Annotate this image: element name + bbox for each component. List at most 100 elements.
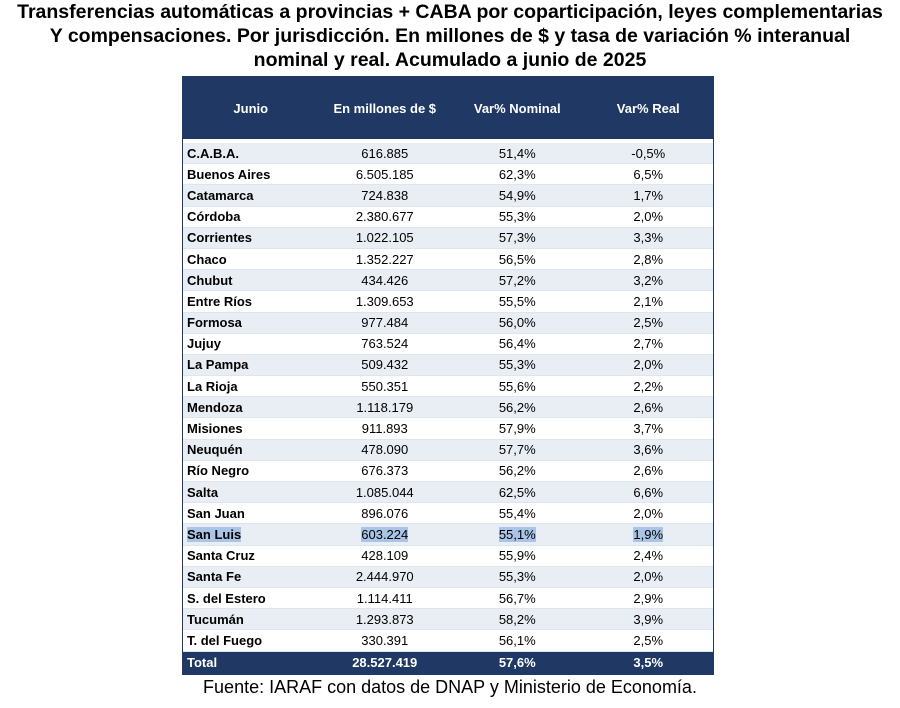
real-cell-text: 2,0% (633, 357, 664, 373)
table-row: Santa Fe 2.444.970 55,3% 2,0% (183, 566, 713, 588)
table-row: T. del Fuego 330.391 56,1% 2,5% (183, 630, 714, 652)
amount-cell-text: 509.432 (361, 357, 409, 373)
nominal-cell-text: 56,7% (498, 590, 536, 606)
real-cell: 6,5% (584, 167, 714, 182)
amount-cell: 2.444.970 (319, 569, 452, 584)
jurisdiction-cell: Misiones (183, 421, 319, 436)
nominal-cell-text: 58,2% (498, 611, 536, 627)
jurisdiction-cell-text: Catamarca (187, 187, 254, 203)
jurisdiction-cell: S. del Estero (183, 591, 319, 606)
jurisdiction-cell-text: San Juan (187, 505, 245, 521)
nominal-cell: 56,7% (451, 591, 584, 606)
real-cell-text: 2,0% (633, 569, 664, 585)
real-cell: -0,5% (584, 146, 714, 161)
amount-cell-text: 616.885 (361, 145, 409, 161)
nominal-cell: 54,9% (451, 188, 584, 203)
real-cell-text: 1,9% (633, 526, 664, 542)
nominal-cell: 55,3% (451, 569, 584, 584)
nominal-cell: 62,5% (451, 485, 584, 500)
table-row: Jujuy 763.524 56,4% 2,7% (183, 333, 713, 355)
jurisdiction-cell: C.A.B.A. (183, 146, 319, 161)
jurisdiction-cell-text: Corrientes (187, 230, 253, 246)
amount-cell: 977.484 (319, 315, 452, 330)
real-cell: 2,2% (584, 379, 714, 394)
jurisdiction-cell-text: Chaco (187, 251, 227, 267)
real-cell-text: 2,9% (633, 590, 664, 606)
amount-cell: 1.085.044 (319, 485, 452, 500)
real-cell-text: -0,5% (631, 145, 666, 161)
header-amount: En millones de $ (333, 100, 437, 116)
jurisdiction-cell: Corrientes (183, 230, 319, 245)
table-row: Catamarca 724.838 54,9% 1,7% (183, 185, 713, 207)
amount-cell-text: 603.224 (361, 526, 409, 542)
real-cell-text: 3,9% (633, 611, 664, 627)
jurisdiction-cell-text: Misiones (187, 421, 243, 437)
nominal-cell-text: 57,3% (498, 230, 536, 246)
amount-cell-text: 1.118.179 (356, 399, 414, 415)
real-cell-text: 3,2% (633, 272, 664, 288)
jurisdiction-cell-text: Chubut (187, 272, 233, 288)
nominal-cell-text: 56,0% (498, 315, 536, 331)
real-cell: 3,3% (584, 230, 714, 245)
table-row: S. del Estero 1.114.411 56,7% 2,9% (183, 587, 714, 610)
jurisdiction-cell-text: Mendoza (187, 399, 243, 415)
nominal-cell-text: 54,9% (498, 187, 536, 203)
table-row: Salta 1.085.044 62,5% 6,6% (183, 482, 713, 504)
nominal-cell-text: 55,6% (498, 378, 536, 394)
jurisdiction-cell-text: Córdoba (187, 209, 241, 225)
jurisdiction-cell-text: Buenos Aires (187, 166, 271, 182)
nominal-cell-text: 56,5% (498, 251, 536, 267)
amount-cell-text: 1.022.105 (355, 230, 414, 246)
nominal-cell: 62,3% (451, 167, 584, 182)
total-real: 3,5% (633, 655, 664, 670)
jurisdiction-cell: T. del Fuego (183, 633, 319, 648)
real-cell: 2,5% (584, 633, 714, 648)
amount-cell-text: 478.090 (361, 442, 409, 458)
nominal-cell: 58,2% (451, 612, 584, 627)
transfers-table: Junio En millones de $ Var% Nominal Var%… (182, 76, 714, 675)
table-row: Tucumán 1.293.873 58,2% 3,9% (183, 609, 713, 631)
real-cell: 2,0% (584, 506, 714, 521)
amount-cell: 911.893 (319, 421, 452, 436)
total-amount: 28.527.419 (352, 655, 418, 670)
table-row: Chaco 1.352.227 56,5% 2,8% (183, 248, 713, 271)
nominal-cell: 56,0% (451, 315, 584, 330)
jurisdiction-cell-text: Salta (187, 484, 219, 500)
table-row: Misiones 911.893 57,9% 3,7% (183, 418, 713, 440)
nominal-cell: 55,6% (451, 379, 584, 394)
table-row: La Rioja 550.351 55,6% 2,2% (183, 376, 714, 398)
real-cell: 2,9% (584, 591, 714, 606)
nominal-cell: 56,5% (451, 252, 584, 267)
jurisdiction-cell-text: Tucumán (187, 611, 244, 627)
jurisdiction-cell: Santa Cruz (183, 548, 319, 563)
nominal-cell-text: 51,4% (498, 145, 536, 161)
total-label: Total (187, 655, 218, 670)
amount-cell-text: 896.076 (361, 505, 409, 521)
amount-cell: 1.022.105 (319, 230, 452, 245)
nominal-cell: 57,2% (451, 273, 584, 288)
amount-cell: 603.224 (319, 526, 452, 542)
jurisdiction-cell-text: T. del Fuego (187, 632, 263, 648)
amount-cell-text: 977.484 (361, 315, 409, 331)
jurisdiction-cell: Neuquén (183, 442, 319, 457)
nominal-cell-text: 57,2% (498, 272, 536, 288)
amount-cell: 2.380.677 (319, 209, 452, 224)
jurisdiction-cell: San Luis (183, 526, 319, 542)
table-row: Neuquén 478.090 57,7% 3,6% (183, 439, 713, 461)
source-note: Fuente: IARAF con datos de DNAP y Minist… (203, 677, 697, 697)
real-cell-text: 3,3% (633, 230, 664, 246)
jurisdiction-cell: Tucumán (183, 612, 319, 627)
nominal-cell-text: 57,7% (498, 442, 536, 458)
table-row: Río Negro 676.373 56,2% 2,6% (183, 460, 713, 482)
amount-cell-text: 428.109 (361, 548, 409, 564)
nominal-cell: 56,4% (451, 336, 584, 351)
amount-cell-text: 911.893 (361, 421, 408, 437)
jurisdiction-cell-text: La Pampa (187, 357, 249, 373)
table-row: Corrientes 1.022.105 57,3% 3,3% (183, 227, 714, 249)
nominal-cell-text: 57,9% (498, 421, 536, 437)
amount-cell-text: 6.505.185 (355, 166, 414, 182)
nominal-cell: 57,7% (451, 442, 584, 457)
nominal-cell-text: 55,3% (498, 357, 536, 373)
real-cell-text: 2,0% (633, 209, 664, 225)
real-cell-text: 2,7% (633, 336, 664, 352)
